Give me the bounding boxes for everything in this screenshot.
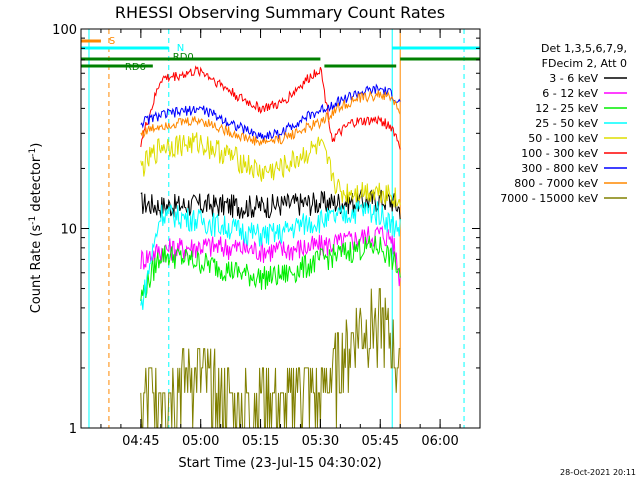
flag-label-n: N — [177, 43, 184, 54]
flag-label-rd0: RD0 — [173, 52, 194, 63]
legend-label-6-12-kev: 6 - 12 keV — [542, 87, 598, 100]
y-tick-label-10: 10 — [60, 223, 77, 238]
legend: Det 1,3,5,6,7,9, FDecim 2, Att 0 3 - 6 keV… — [500, 42, 627, 205]
flag-label-s: S — [109, 36, 115, 47]
series-7000-15000-kev — [140, 288, 401, 429]
y-tick-label-100: 100 — [52, 23, 77, 38]
series-6-12-kev — [140, 225, 401, 287]
x-axis-label: Start Time (23-Jul-15 04:30:02) — [178, 456, 381, 471]
x-tick-label-06-00: 06:00 — [421, 434, 458, 449]
legend-label-300-800-kev: 300 - 800 keV — [521, 162, 598, 175]
series-12-25-kev — [140, 235, 401, 302]
chart-title: RHESSI Observing Summary Count Rates — [115, 3, 445, 22]
legend-label-7000-15000-kev: 7000 - 15000 keV — [500, 192, 598, 205]
y-axis-label: Count Rate (s-1 detector-1) — [28, 143, 44, 314]
y-axis-label-part1: Count Rate (s — [29, 225, 44, 314]
series-800-7000-kev — [140, 90, 401, 146]
legend-label-25-50-kev: 25 - 50 keV — [535, 117, 598, 130]
x-tick-label-05-30: 05:30 — [302, 434, 339, 449]
legend-label-100-300-kev: 100 - 300 keV — [521, 147, 598, 160]
x-tick-label-05-45: 05:45 — [362, 434, 399, 449]
x-tick-label-05-00: 05:00 — [182, 434, 219, 449]
y-axis-label-part3: ) — [29, 143, 44, 148]
legend-label-3-6-kev: 3 - 6 keV — [549, 72, 598, 85]
legend-label-50-100-kev: 50 - 100 keV — [528, 132, 598, 145]
legend-header-0: Det 1,3,5,6,7,9, — [541, 42, 627, 55]
series-50-100-kev — [140, 132, 401, 208]
legend-label-800-7000-kev: 800 - 7000 keV — [514, 177, 598, 190]
legend-header-1: FDecim 2, Att 0 — [542, 57, 627, 70]
legend-label-12-25-kev: 12 - 25 keV — [535, 102, 598, 115]
series-300-800-kev — [140, 83, 401, 141]
y-axis-label-exp2: -1 — [28, 148, 38, 157]
y-tick-label-1: 1 — [69, 422, 77, 437]
footer-timestamp: 28-Oct-2021 20:11 — [560, 468, 636, 477]
y-axis-label-part2: detector — [29, 156, 44, 216]
series-25-50-kev — [140, 200, 401, 310]
plot-frame — [80, 28, 481, 429]
x-tick-label-05-15: 05:15 — [242, 434, 279, 449]
series-100-300-kev — [140, 65, 401, 150]
y-axis-label-exp1: -1 — [28, 216, 38, 225]
x-tick-label-04-45: 04:45 — [122, 434, 159, 449]
flag-label-rd6: RD6 — [125, 62, 146, 73]
